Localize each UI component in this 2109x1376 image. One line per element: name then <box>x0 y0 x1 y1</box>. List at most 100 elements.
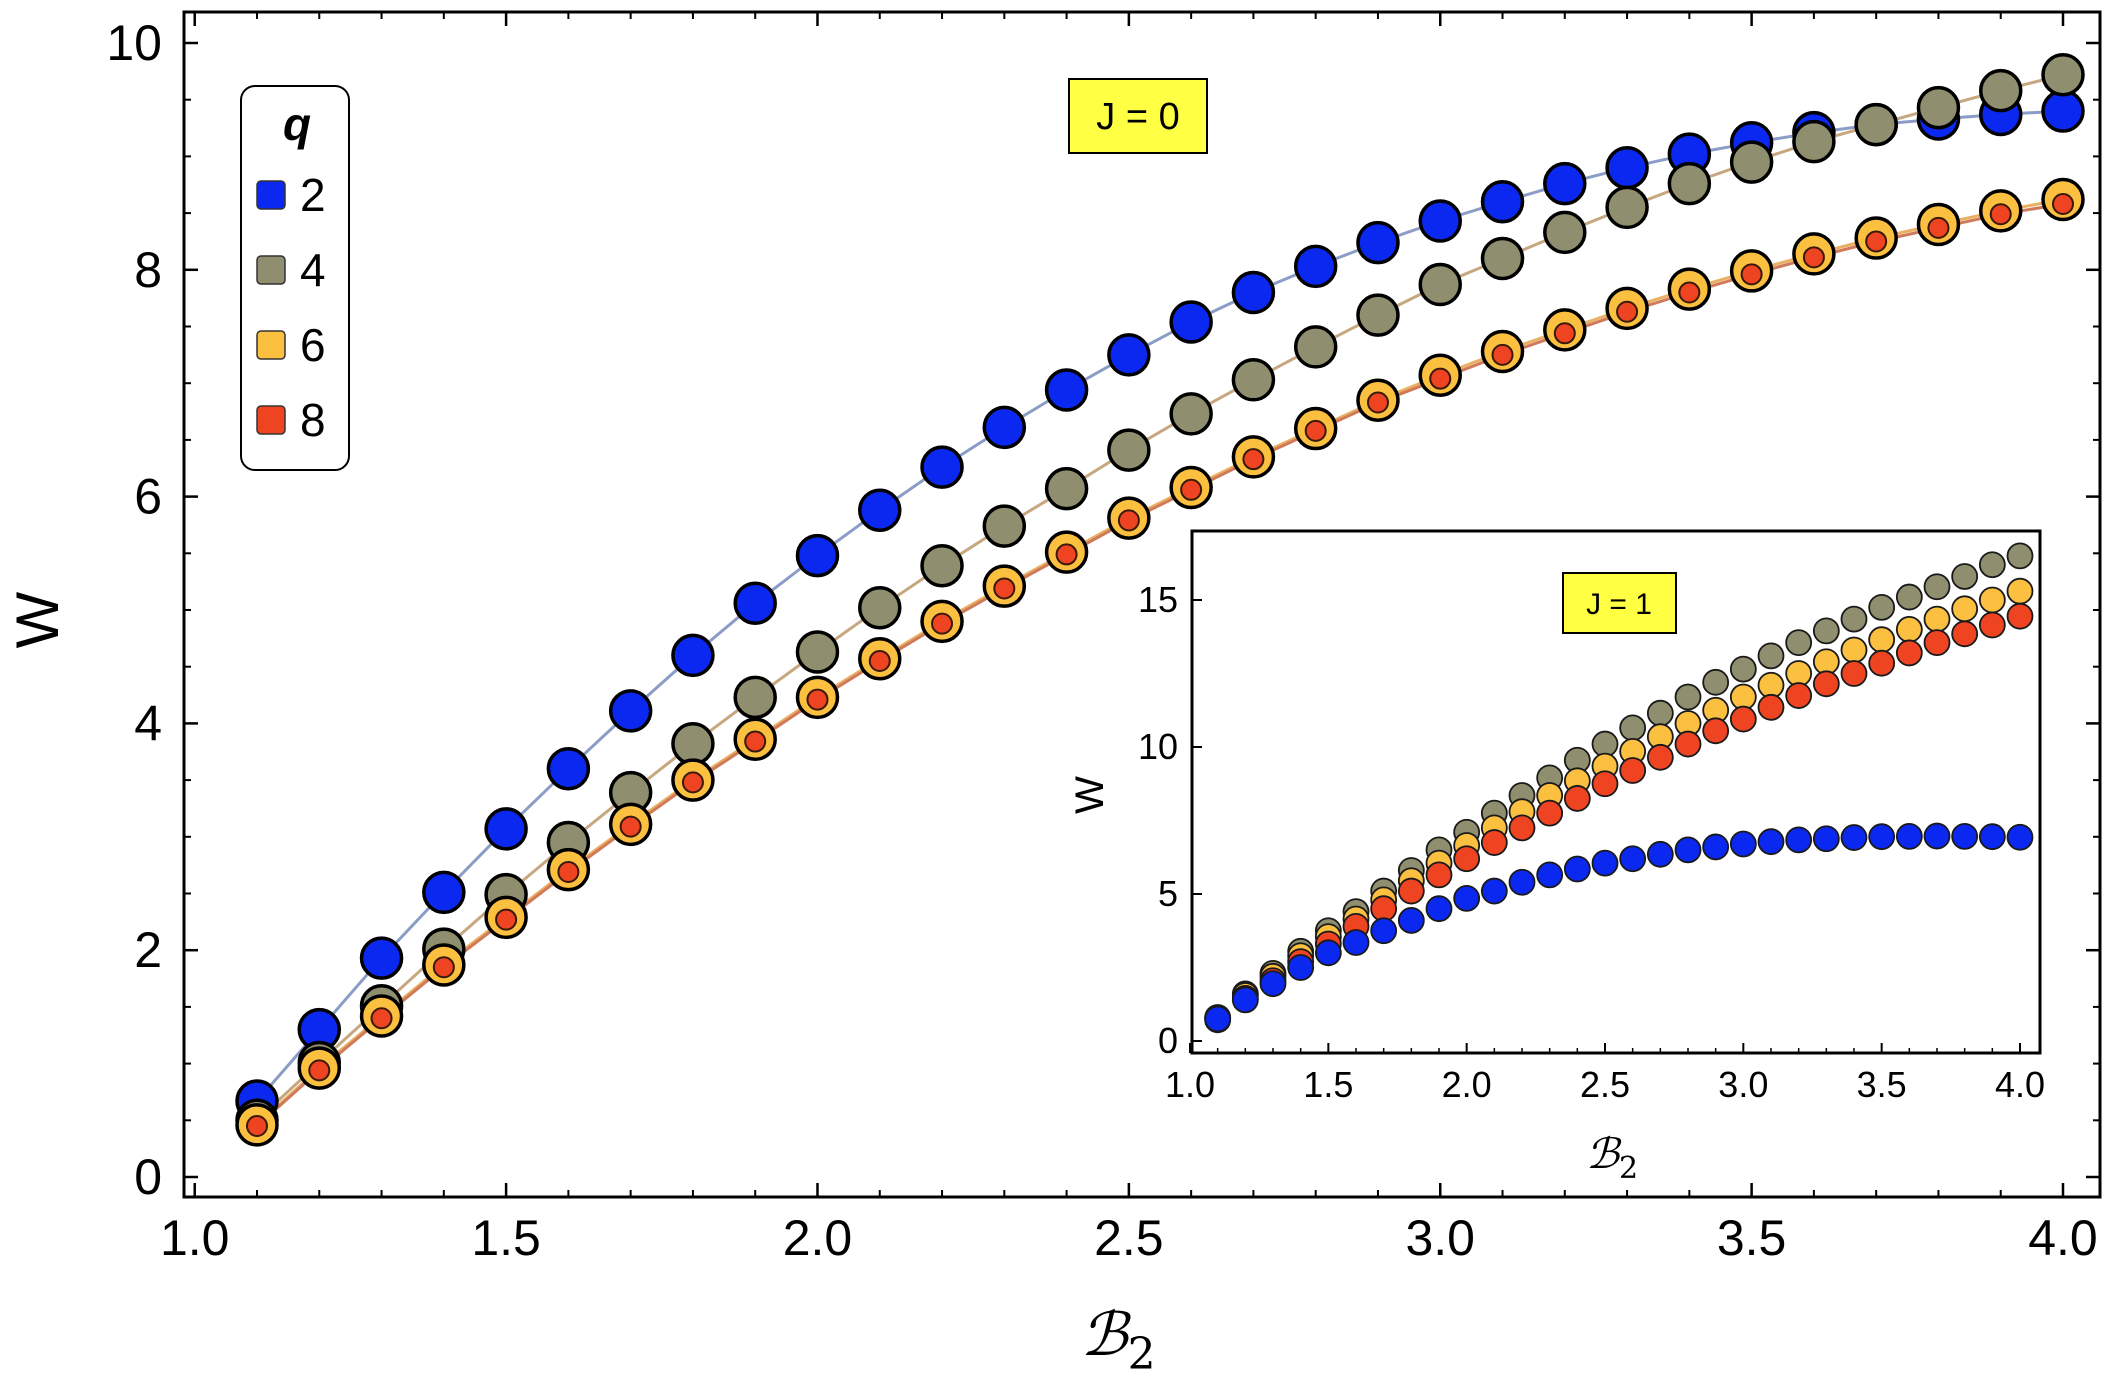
main-point <box>308 1059 331 1082</box>
main-point <box>2041 53 2085 97</box>
main-point <box>359 936 404 980</box>
inset-plot-frame <box>1190 529 2042 1055</box>
inset-point <box>1868 593 1896 621</box>
main-point <box>1055 543 1078 566</box>
main-point <box>1978 68 2023 113</box>
legend-swatch <box>256 180 286 210</box>
inset-point <box>1729 655 1757 683</box>
inset-point <box>1591 770 1619 798</box>
main-point <box>1740 263 1763 286</box>
main-point <box>619 815 642 838</box>
main-x-axis-title: ℬ2 <box>1080 1300 1155 1376</box>
inset-y-tick-label: 10 <box>1138 726 1178 767</box>
inset-point <box>2006 602 2034 630</box>
main-point <box>1802 246 1825 269</box>
inset-x-tick-label: 3.0 <box>1718 1064 1768 1105</box>
inset-point <box>1591 849 1619 877</box>
main-x-tick-label: 2.5 <box>1094 1210 1164 1266</box>
main-axes: 1.0 1.5 2.0 2.5 3.0 3.5 4.0 0 2 4 6 8 10 W ℬ2 <box>4 10 2102 1376</box>
main-point <box>1231 270 1276 315</box>
main-point <box>733 581 777 625</box>
inset-point <box>1978 551 2006 579</box>
inset-y-axis-title: W <box>1068 776 1112 814</box>
main-point <box>868 650 891 673</box>
main-point <box>858 488 902 532</box>
inset-point <box>1453 885 1481 912</box>
inset-point <box>1868 626 1896 654</box>
main-points-q8 <box>246 193 2074 1137</box>
inset-point <box>1508 814 1536 842</box>
inset-x-tick-label: 1.0 <box>1165 1064 1215 1105</box>
legend-title: q <box>283 98 311 150</box>
main-y-tick-label: 4 <box>134 695 162 751</box>
main-point <box>546 747 591 791</box>
inset-point <box>1785 826 1813 854</box>
inset-point <box>1287 954 1315 981</box>
inset-point <box>1923 573 1951 601</box>
main-y-tick-label: 6 <box>134 469 162 525</box>
main-point <box>1356 293 1400 337</box>
inset-point <box>1425 861 1453 889</box>
inset-point <box>1757 828 1785 856</box>
main-series-points <box>235 53 2085 1147</box>
main-point <box>1231 358 1276 402</box>
main-point <box>1616 300 1639 323</box>
main-point <box>1553 322 1576 345</box>
main-x-tick-label: 1.0 <box>160 1210 230 1266</box>
main-y-tick-label: 8 <box>134 242 162 298</box>
inset-annotation: J = 1 <box>1562 572 1677 634</box>
inset-series-points <box>1204 542 2034 1034</box>
main-point <box>671 722 715 766</box>
main-x-tick-label: 3.0 <box>1405 1210 1475 1266</box>
inset-point <box>1619 845 1647 873</box>
inset-points-q2 <box>1204 822 2034 1033</box>
main-point <box>1792 119 1836 164</box>
inset-point <box>1231 986 1259 1014</box>
inset-point <box>1674 730 1702 758</box>
inset-x-tick-label: 3.5 <box>1857 1064 1907 1105</box>
inset-point <box>1840 605 1868 633</box>
main-point <box>495 908 518 931</box>
main-point <box>733 675 777 720</box>
main-point <box>1242 448 1265 471</box>
legend-entry-q4: 4 <box>256 244 326 296</box>
legend-swatch <box>256 330 286 360</box>
main-point <box>1418 199 1462 243</box>
inset-point <box>1951 822 1979 850</box>
inset-point <box>2006 542 2034 570</box>
main-point <box>795 533 840 578</box>
inset-x-tick-label: 4.0 <box>1995 1064 2045 1105</box>
main-point <box>1667 161 1712 206</box>
legend-label: 8 <box>300 394 326 446</box>
inset-point <box>1895 822 1923 850</box>
main-annotation-box <box>1068 78 1208 154</box>
main-point <box>1854 102 1898 147</box>
inset-point <box>1702 717 1730 745</box>
main-point <box>1356 220 1400 265</box>
inset-point <box>1757 642 1785 670</box>
inset-point <box>1480 877 1508 905</box>
main-point <box>1169 392 1213 436</box>
inset-point <box>1923 605 1951 633</box>
main-point <box>1293 325 1338 369</box>
legend-swatch <box>256 255 286 285</box>
inset-x-tick-label: 2.0 <box>1442 1064 1492 1105</box>
inset-chart: 1.0 1.5 2.0 2.5 3.0 3.5 4.0 0 5 10 15 W ℬ2 J = 1 <box>1068 527 2045 1186</box>
main-point <box>1429 367 1452 390</box>
inset-point <box>1951 595 1979 623</box>
main-point <box>1678 281 1701 304</box>
inset-point <box>1674 836 1702 864</box>
main-point <box>671 633 715 678</box>
legend-label: 4 <box>300 244 326 296</box>
legend-entry-q8: 8 <box>256 394 326 446</box>
main-plot-frame <box>182 10 2102 1199</box>
main-point <box>2052 193 2074 216</box>
legend: q 2 4 6 8 <box>240 85 350 471</box>
inset-point <box>1868 649 1896 677</box>
main-point <box>1480 180 1525 224</box>
main-point <box>1865 230 1888 253</box>
main-point <box>432 956 455 979</box>
main-y-axis-title: W <box>4 591 71 648</box>
main-point <box>1605 145 1649 190</box>
